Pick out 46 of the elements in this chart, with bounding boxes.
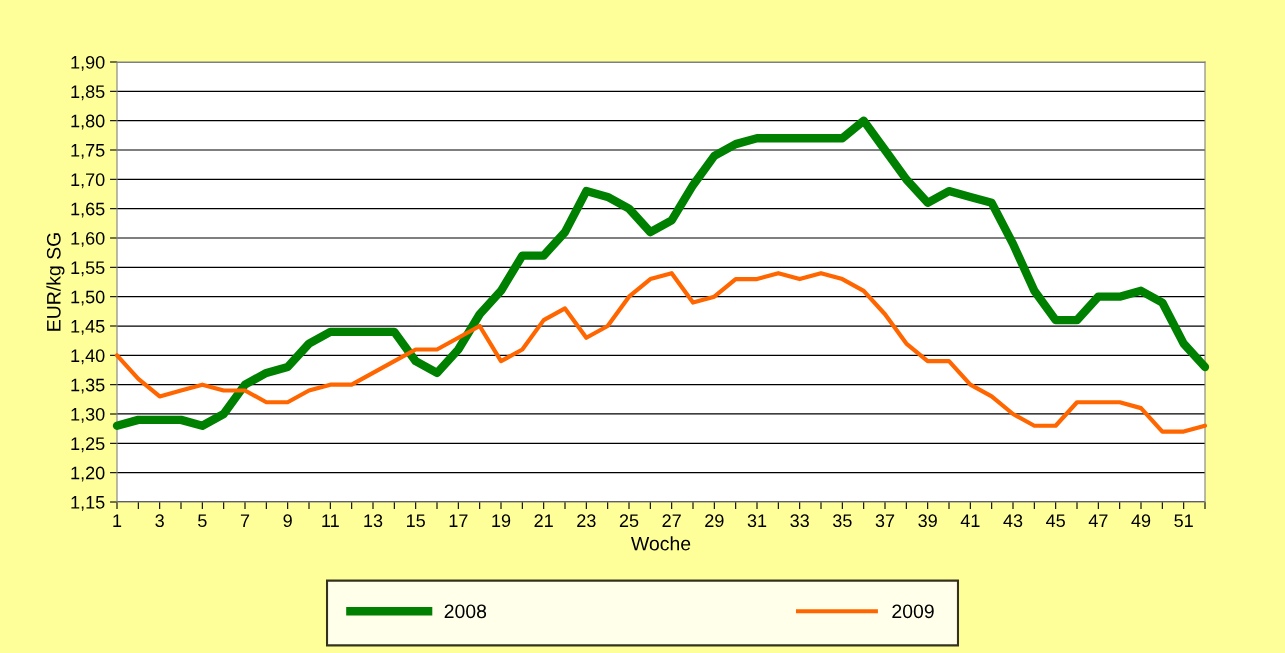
x-tick-label: 47	[1088, 514, 1108, 527]
x-tick-label: 39	[918, 514, 937, 528]
y-tick-label: 1,40	[71, 349, 105, 365]
y-tick-label: 1,45	[71, 320, 105, 335]
y-tick-label: 1,50	[71, 290, 105, 306]
x-tick-label: 41	[960, 514, 980, 527]
x-tick-label: 33	[790, 514, 809, 528]
x-tick-label: 3	[155, 514, 164, 528]
legend-label: 2008	[444, 604, 487, 619]
x-tick-label: 43	[1003, 514, 1023, 528]
x-tick-label: 27	[662, 514, 681, 527]
y-tick-label: 1,15	[71, 496, 105, 511]
x-tick-label: 37	[875, 514, 895, 528]
legend-label: 2009	[892, 604, 934, 619]
x-tick-label: 7	[240, 514, 250, 527]
y-tick-label: 1,65	[71, 202, 105, 218]
x-tick-label: 23	[577, 514, 596, 528]
y-tick-label: 1,30	[71, 407, 105, 423]
y-tick-label: 1,80	[71, 114, 105, 130]
x-tick-label: 25	[619, 514, 639, 528]
y-tick-label: 1,35	[71, 378, 105, 394]
x-tick-label: 17	[449, 514, 468, 527]
x-tick-label: 5	[198, 514, 207, 528]
y-tick-label: 1,75	[71, 144, 105, 159]
y-tick-label: 1,60	[71, 231, 105, 247]
x-tick-label: 1	[113, 514, 122, 527]
x-axis-title: Woche	[631, 536, 691, 551]
x-tick-label: 21	[534, 514, 553, 527]
y-tick-label: 1,70	[71, 173, 105, 189]
y-tick-label: 1,55	[71, 261, 105, 277]
x-tick-label: 9	[283, 514, 292, 528]
x-tick-label: 11	[322, 514, 339, 527]
x-tick-label: 15	[407, 514, 425, 528]
x-tick-label: 35	[832, 514, 852, 528]
x-tick-label: 45	[1046, 514, 1065, 528]
y-tick-label: 1,90	[71, 55, 105, 71]
y-tick-label: 1,25	[71, 437, 105, 453]
y-tick-label: 1,20	[71, 466, 105, 482]
y-axis-title: EUR/kg SG	[46, 233, 65, 331]
y-tick-label: 1,85	[71, 85, 105, 101]
x-tick-label: 13	[364, 514, 383, 528]
x-tick-label: 19	[492, 514, 511, 528]
x-tick-label: 29	[705, 514, 724, 528]
x-tick-label: 49	[1131, 514, 1151, 528]
x-tick-label: 51	[1174, 514, 1193, 528]
x-tick-label: 31	[747, 514, 767, 528]
